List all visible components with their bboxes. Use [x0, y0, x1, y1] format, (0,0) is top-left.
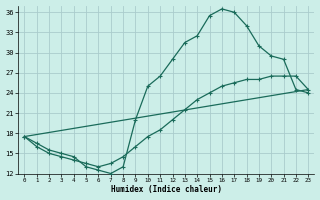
X-axis label: Humidex (Indice chaleur): Humidex (Indice chaleur): [111, 185, 222, 194]
